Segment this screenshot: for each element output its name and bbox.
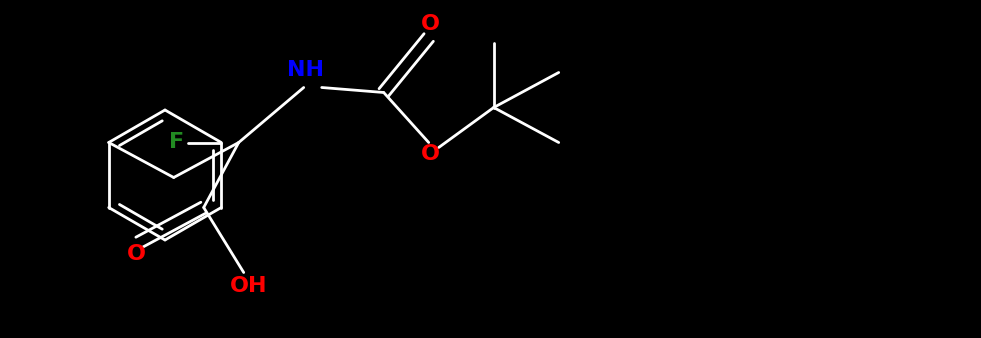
Text: OH: OH (230, 276, 268, 296)
Text: O: O (421, 145, 440, 165)
Text: F: F (169, 132, 183, 152)
Text: O: O (128, 244, 146, 265)
Text: NH: NH (287, 59, 324, 79)
Text: O: O (421, 14, 440, 33)
